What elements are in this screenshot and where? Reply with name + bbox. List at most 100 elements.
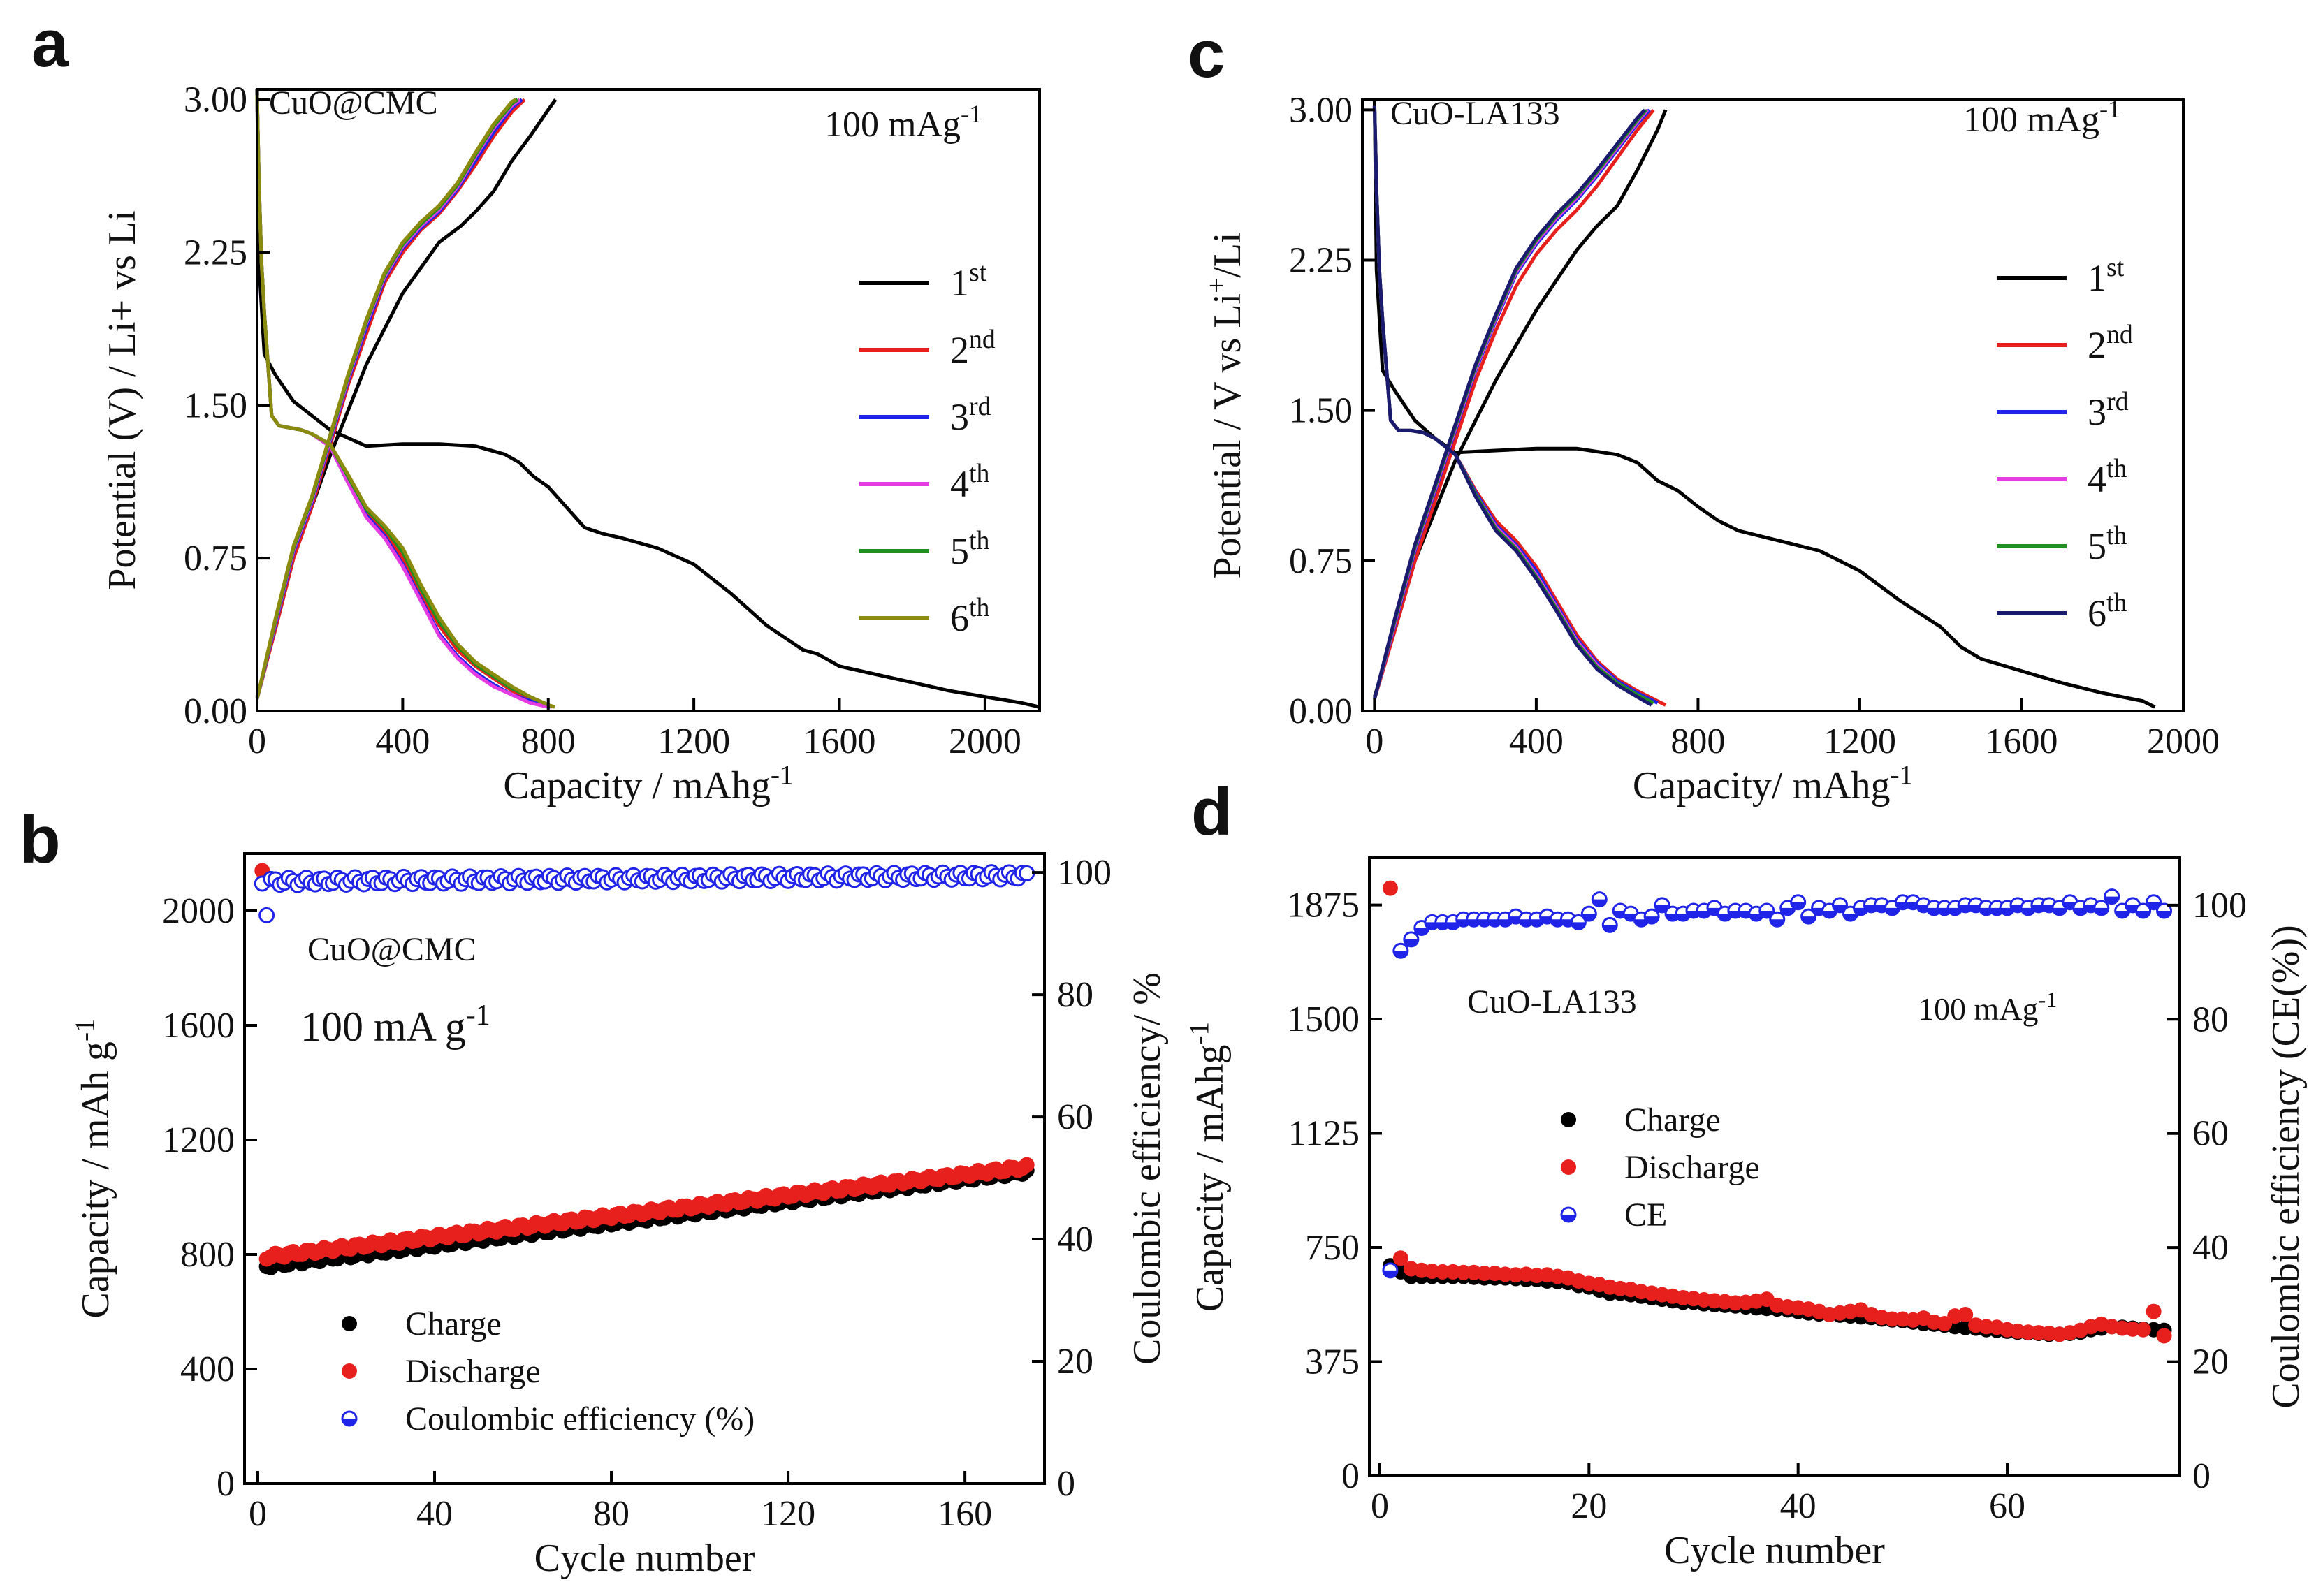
panel-a-series-7	[255, 95, 549, 709]
panel-d-ce-point-fill	[1645, 916, 1659, 924]
panel-a-legend-label-part: 5	[950, 530, 969, 572]
panel-b-y2tick-label: 80	[1057, 975, 1093, 1015]
panel-b-frame	[243, 852, 1046, 1485]
panel-a-xlabel-part: -1	[771, 760, 794, 790]
panel-d-ce-point-fill	[1696, 910, 1711, 918]
panel-d-ylabel: Capacity / mAhg-1	[1184, 1022, 1232, 1312]
panel-d-ylabel-part: Capacity / mAhg	[1188, 1045, 1232, 1312]
panel-d-ce-point-fill	[1717, 914, 1732, 921]
panel-b-ylabel-part: Capacity / mAh g	[74, 1041, 117, 1319]
panel-c-legend-label-part: 2	[2088, 324, 2106, 366]
panel-b-y2tick-label: 0	[1057, 1464, 1075, 1504]
panel-c-ytick-label: 0.00	[1289, 691, 1353, 731]
panel-c-ylabel: Potential / V vs Li+/Li	[1202, 232, 1250, 578]
panel-d-ce-point-fill	[1529, 919, 1544, 927]
panel-d-ce-point	[1392, 942, 1409, 959]
panel-b-annotation: CuO@CMC	[307, 931, 476, 968]
panel-c-rate-part: 100 mAg	[1963, 100, 2099, 140]
panel-d-y2tick-label: 0	[2192, 1456, 2211, 1496]
panel-d-ce-point-fill	[1801, 916, 1816, 924]
panel-a-series-9	[255, 95, 555, 709]
panel-a-xtick-label: 0	[248, 722, 266, 761]
panel-b-y2tick-label: 100	[1057, 853, 1112, 893]
panel-d-ytick-label: 1875	[1287, 886, 1360, 925]
panel-a-series-3	[255, 95, 554, 709]
panel-d-ce-point	[1382, 1262, 1399, 1279]
panel-b-legend-marker	[342, 1316, 357, 1331]
panel-c-legend-label-part: 4	[2088, 458, 2106, 500]
panel-a-legend-label-part: th	[969, 593, 990, 622]
panel-a-rate-part: 100 mAg	[824, 105, 961, 145]
panel-d-xtick-label: 40	[1780, 1486, 1816, 1526]
panel-d-ce-point-fill	[1404, 939, 1418, 946]
panel-d-y2tick-label: 60	[2192, 1114, 2229, 1154]
panel-d-ce-point-fill	[1822, 910, 1837, 918]
panel-a-series-5	[255, 95, 551, 709]
panel-a-ytick-label: 3.00	[184, 80, 247, 120]
panel-c-xtick-label: 800	[1670, 722, 1725, 761]
panel-a-series-6	[255, 98, 523, 700]
panel-d-ce-point-fill	[1770, 919, 1784, 927]
panel-letter-b: b	[20, 803, 61, 877]
panel-a-legend-label-part: nd	[969, 325, 996, 354]
panel-d-discharge-point	[2146, 1303, 2162, 1319]
panel-d-rate-part: -1	[2039, 987, 2058, 1012]
panel-b-ce-point	[1019, 865, 1035, 881]
panel-a-series-2	[255, 98, 558, 698]
panel-c-legend-label-part: 3	[2088, 391, 2106, 433]
panel-d-ce-point	[1790, 894, 1807, 911]
panel-d-legend-marker	[1561, 1159, 1576, 1175]
panel-c-series-4	[1373, 108, 1655, 700]
panel-c-legend-label-part: 5	[2088, 525, 2106, 567]
panel-b-ytick-label: 0	[217, 1464, 235, 1504]
panel-d-frame	[1368, 856, 2181, 1477]
panel-a-ytick-label: 0.00	[184, 691, 247, 731]
panel-c-series-12	[1372, 108, 1646, 700]
panel-d-y2tick-label: 80	[2192, 1000, 2229, 1039]
panel-d-xtick-label: 60	[1989, 1486, 2025, 1526]
panel-d-y2tick-label: 20	[2192, 1342, 2229, 1382]
panel-d-legend-label: CE	[1624, 1196, 1667, 1233]
panel-d-ce-point-fill	[2094, 907, 2109, 915]
panel-d-ce-point	[1570, 914, 1587, 930]
panel-b-ytick-label: 1200	[162, 1120, 235, 1160]
panel-d-y2tick-label: 40	[2192, 1228, 2229, 1268]
panel-a-legend-label-part: 3	[950, 396, 969, 438]
panel-a-series-4	[255, 98, 526, 700]
panel-letter-a: a	[31, 6, 69, 81]
panel-c-legend-label-part: th	[2106, 588, 2127, 617]
panel-d-ce-point	[2093, 900, 2110, 916]
panel-b-xtick-label: 160	[938, 1494, 992, 1534]
panel-b-ytick-label: 2000	[162, 891, 235, 931]
panel-b-ce-point	[258, 907, 275, 923]
panel-d-ce-point-fill	[2104, 896, 2119, 904]
panel-c-legend-label-part: 6	[2088, 592, 2106, 634]
panel-a-ylabel: Potential (V) / Li+ vs Li	[101, 210, 144, 590]
panel-b-y2tick-label: 60	[1057, 1097, 1093, 1137]
panel-a-xtick-label: 800	[521, 722, 576, 761]
panel-d-ce-point-fill	[1498, 919, 1513, 927]
panel-b-ytick-label: 400	[180, 1349, 235, 1389]
panel-b-xtick-label: 80	[593, 1494, 629, 1534]
panel-d-ce-point-fill	[2136, 910, 2150, 918]
panel-c-legend-label-part: rd	[2106, 387, 2129, 416]
panel-c-series-1	[1372, 99, 2156, 709]
panel-c-rate: 100 mAg-1	[1963, 95, 2120, 140]
panel-d-ce-point-fill	[1780, 907, 1795, 915]
panel-d-ce-point-fill	[1676, 914, 1691, 921]
panel-d-discharge-point	[2135, 1322, 2151, 1338]
panel-d-ce-point-fill	[1592, 899, 1607, 907]
panel-d-xtick-label: 20	[1571, 1486, 1607, 1526]
panel-b-rate: 100 mA g-1	[300, 1000, 490, 1050]
panel-c-xtick-label: 1200	[1823, 722, 1896, 761]
panel-b-ytick-label: 1600	[162, 1006, 235, 1046]
panel-d-ce-point	[2135, 902, 2152, 919]
panel-a-xtick-label: 1200	[657, 722, 730, 761]
panel-d-rate: 100 mAg-1	[1918, 987, 2057, 1027]
panel-b-ytick-label: 800	[180, 1235, 235, 1275]
panel-b-rate-part: 100 mA g	[300, 1004, 466, 1050]
panel-a-legend-label-part: th	[969, 526, 990, 555]
panel-d-ce-point	[1580, 905, 1597, 922]
panel-d-ce-point	[1769, 911, 1786, 928]
panel-a-legend-label-part: 2	[950, 329, 969, 371]
